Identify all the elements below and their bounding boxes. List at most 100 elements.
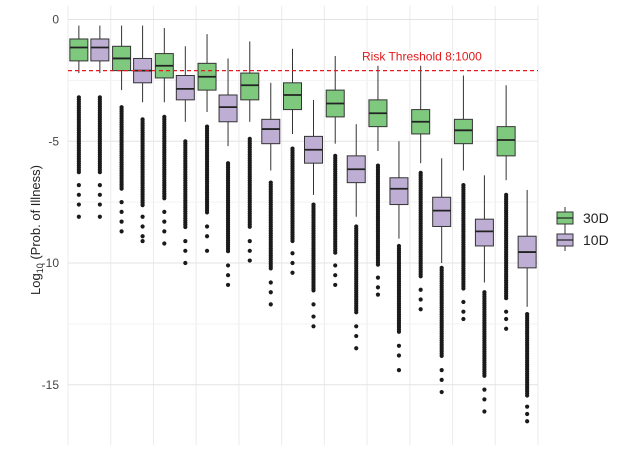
outlier-point (396, 329, 402, 334)
outlier-point (396, 343, 402, 348)
box-10D (432, 158, 452, 395)
box-iqr (175, 75, 195, 101)
outlier-point (76, 170, 81, 175)
outlier-point (268, 290, 273, 295)
outlier-point (76, 202, 81, 207)
outlier-point (247, 248, 252, 253)
outlier-point (525, 404, 530, 409)
outlier-point (482, 387, 487, 392)
outlier-point (396, 368, 402, 373)
group-6 (283, 48, 323, 329)
box-10D (261, 82, 281, 307)
outlier-point (76, 192, 81, 197)
outlier-point (333, 250, 338, 255)
outlier-point (225, 273, 231, 278)
box-10D (389, 141, 409, 373)
outlier-point (119, 229, 124, 234)
y-axis: 0 -5 -10 -15 (42, 13, 60, 392)
outlier-point (461, 286, 466, 291)
outlier-point (119, 186, 124, 191)
box-30D (112, 25, 132, 234)
outlier-point (375, 262, 381, 267)
box-10D (133, 25, 153, 244)
box-iqr (283, 82, 302, 111)
box-iqr (218, 94, 238, 123)
outlier-point (225, 249, 231, 254)
y-axis-label: Log10 (Prob. of Illness) (28, 165, 45, 295)
group-7 (325, 56, 366, 351)
outlier-point (119, 209, 124, 214)
outlier-point (333, 263, 338, 268)
outlier-point (439, 368, 444, 373)
group-5 (240, 41, 281, 307)
box-30D (283, 48, 302, 275)
outlier-point (140, 214, 145, 219)
box-30D (411, 65, 431, 312)
legend-label: 30D (583, 210, 609, 226)
outlier-point (396, 353, 402, 358)
outlier-point (354, 310, 359, 315)
outlier-point (140, 234, 145, 239)
outlier-point (375, 275, 381, 280)
outlier-point (247, 238, 252, 244)
outlier-point (268, 266, 273, 271)
box-iqr (389, 177, 409, 206)
outlier-point (504, 296, 509, 301)
outlier-point (140, 238, 145, 244)
y-axis-label-rest: (Prob. of Illness) (28, 165, 43, 263)
outlier-point (482, 373, 487, 378)
outlier-point (418, 307, 423, 312)
outlier-point (204, 234, 210, 239)
outlier-point (247, 258, 252, 263)
outlier-point (504, 326, 509, 331)
group-3 (154, 28, 195, 266)
outlier-point (311, 324, 316, 329)
outlier-point (354, 346, 359, 351)
outlier-point (162, 219, 167, 224)
outlier-point (119, 200, 124, 205)
outlier-point (97, 202, 102, 207)
box-30D (368, 65, 388, 297)
outlier-point (247, 224, 252, 229)
outlier-point (482, 409, 487, 414)
outlier-point (439, 353, 444, 358)
outlier-point (311, 302, 316, 307)
box-10D (175, 46, 195, 266)
box-10D (218, 58, 238, 288)
outlier-point (418, 274, 423, 279)
outlier-point (204, 224, 210, 229)
box-30D (240, 41, 260, 263)
box-10D (346, 124, 366, 351)
outlier-point (97, 214, 102, 219)
outlier-point (162, 241, 167, 246)
outlier-point (439, 377, 444, 382)
outlier-point (375, 285, 381, 290)
box-10D (304, 99, 323, 329)
box-30D (325, 56, 345, 288)
y-tick-label: -5 (48, 134, 59, 148)
outlier-point (418, 297, 423, 302)
outlier-point (162, 196, 167, 201)
outlier-point (140, 224, 145, 229)
outlier-point (97, 192, 102, 197)
y-axis-label-subscript: 10 (35, 263, 45, 273)
outlier-point (354, 333, 359, 339)
y-tick-label: -15 (42, 378, 60, 392)
box-iqr (496, 126, 516, 157)
group-1 (69, 25, 110, 219)
outlier-point (162, 209, 167, 214)
grid-lines (67, 6, 539, 445)
box-10D (517, 189, 537, 424)
outlier-point (311, 314, 316, 319)
group-2 (112, 25, 153, 244)
outlier-point (375, 292, 381, 297)
risk-threshold-label: Risk Threshold 8:1000 (362, 50, 482, 64)
box-iqr (261, 118, 281, 145)
box-iqr (90, 38, 110, 62)
outlier-point (290, 260, 295, 266)
outlier-point (439, 389, 444, 395)
outlier-point (290, 238, 295, 244)
outlier-point (418, 287, 423, 292)
